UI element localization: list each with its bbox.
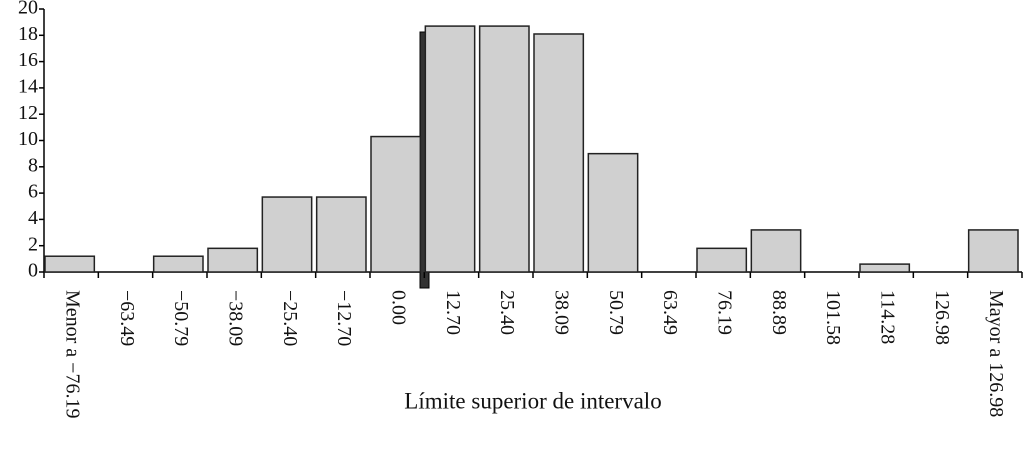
- x-tick-label: 126.98: [931, 290, 953, 345]
- bar: [315, 196, 367, 273]
- bar: [424, 25, 476, 273]
- y-tick-label: 10: [18, 128, 38, 150]
- x-tick-label: 25.40: [496, 290, 518, 335]
- y-tick-label: 12: [18, 102, 38, 124]
- x-tick-label: 0.00: [388, 290, 410, 325]
- bar: [967, 229, 1019, 273]
- bar: [696, 247, 748, 273]
- x-tick-label: 101.58: [822, 290, 844, 345]
- x-tick-label: 76.19: [714, 290, 736, 335]
- y-tick-label: 8: [28, 154, 38, 176]
- bar: [207, 247, 259, 273]
- x-tick-label: −38.09: [225, 290, 247, 346]
- x-tick-label: 50.79: [605, 290, 627, 335]
- x-tick-label: 88.89: [768, 290, 790, 335]
- x-tick-label: −25.40: [279, 290, 301, 346]
- bar: [44, 255, 96, 273]
- bar: [370, 135, 422, 273]
- x-tick-label: 63.49: [659, 290, 681, 335]
- x-tick-label: Mayor a 126.98: [985, 290, 1007, 417]
- x-tick-label: −50.79: [170, 290, 192, 346]
- y-tick-label: 0: [28, 260, 38, 282]
- x-axis-title: Límite superior de intervalo: [404, 388, 661, 413]
- bar: [478, 25, 530, 273]
- y-tick-label: 20: [18, 0, 38, 19]
- y-tick-label: 14: [18, 75, 38, 97]
- x-tick-label: 12.70: [442, 290, 464, 335]
- bar: [859, 263, 911, 273]
- x-tick-label: 114.28: [877, 290, 899, 344]
- bar: [533, 33, 585, 273]
- x-tick-label: Menor a −76.19: [62, 290, 84, 418]
- y-tick-label: 2: [28, 233, 38, 255]
- y-tick-label: 6: [28, 181, 38, 203]
- bar: [261, 196, 313, 273]
- bar: [587, 152, 639, 273]
- x-tick-label: 38.09: [551, 290, 573, 335]
- x-tick-label: −12.70: [333, 290, 355, 346]
- bar: [152, 255, 204, 273]
- y-tick-label: 16: [18, 49, 38, 71]
- y-tick-label: 4: [28, 207, 38, 229]
- y-tick-label: 18: [18, 23, 38, 45]
- x-tick-label: −63.49: [116, 290, 138, 346]
- bar: [750, 229, 802, 273]
